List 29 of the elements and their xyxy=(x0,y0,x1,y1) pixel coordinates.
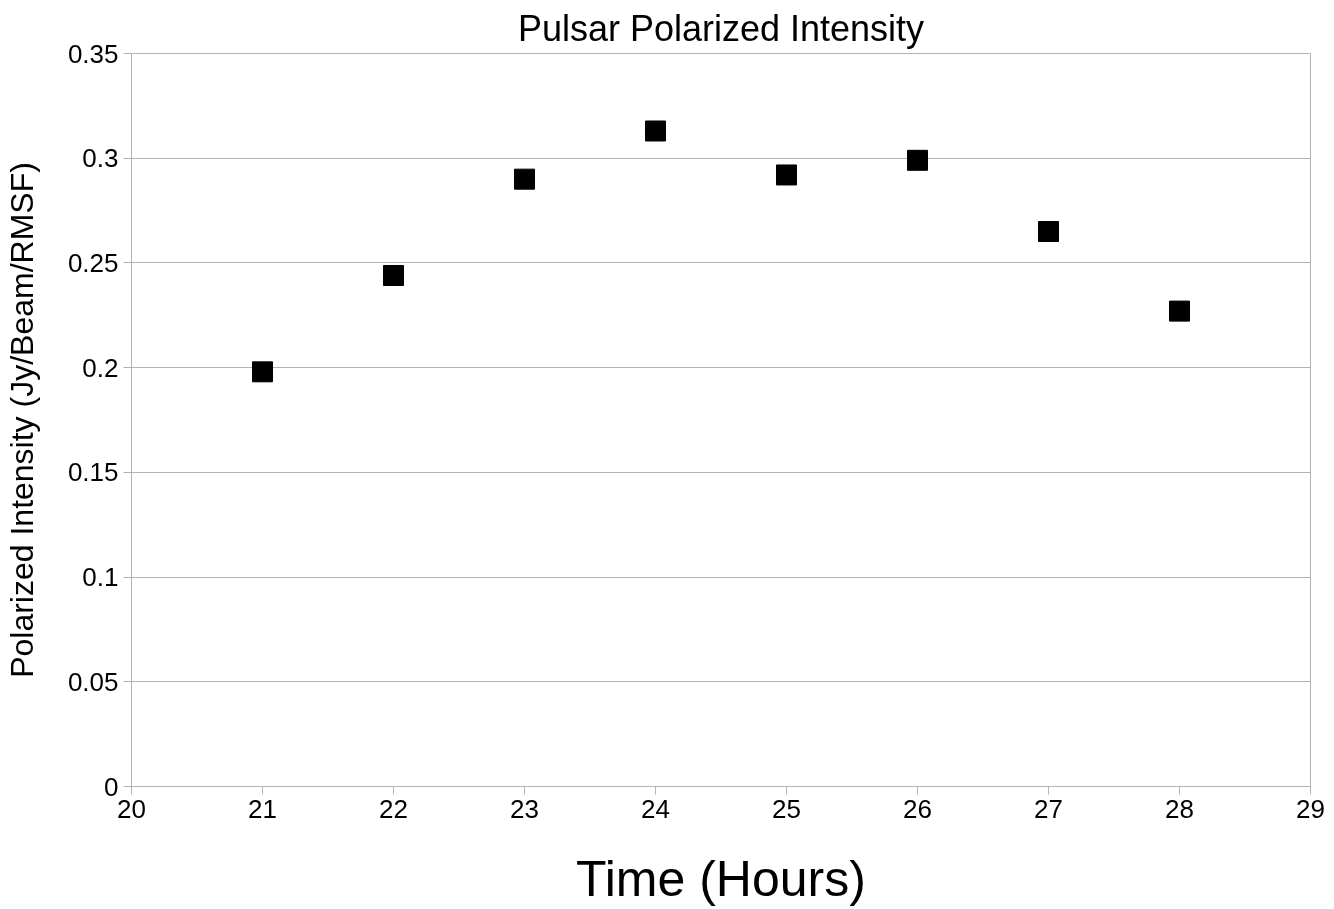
y-tick-label: 0.15 xyxy=(67,457,119,488)
point xyxy=(1038,221,1059,243)
point xyxy=(907,149,928,171)
y-tick-label: 0.2 xyxy=(82,352,119,383)
x-tick-label: 21 xyxy=(248,793,277,824)
x-axis-title: Time (Hours) xyxy=(576,850,866,907)
y-tick-label: 0.25 xyxy=(67,247,119,278)
x-tick-label: 29 xyxy=(1296,793,1325,824)
y-tick-label: 0.1 xyxy=(82,562,119,593)
y-tick-label: 0 xyxy=(104,771,119,802)
x-tick-label: 26 xyxy=(903,793,932,824)
x-tick-label: 28 xyxy=(1165,793,1194,824)
y-tick-label: 0.3 xyxy=(82,143,119,174)
x-tick-label: 20 xyxy=(117,793,146,824)
x-tick-label: 24 xyxy=(641,793,670,824)
point xyxy=(252,361,273,383)
x-tick-label: 25 xyxy=(772,793,801,824)
y-tick-label: 0.05 xyxy=(67,666,119,697)
point xyxy=(645,120,666,142)
y-axis-title: Polarized Intensity (Jy/Beam/RMSF) xyxy=(3,162,40,678)
y-tick-label: 0.35 xyxy=(67,38,119,69)
chart-title: Pulsar Polarized Intensity xyxy=(517,7,925,49)
point xyxy=(383,264,404,286)
point xyxy=(776,164,797,186)
x-tick-label: 22 xyxy=(379,793,408,824)
point xyxy=(1169,300,1190,322)
x-tick-label: 23 xyxy=(510,793,539,824)
point xyxy=(514,168,535,190)
x-tick-label: 27 xyxy=(1034,793,1063,824)
